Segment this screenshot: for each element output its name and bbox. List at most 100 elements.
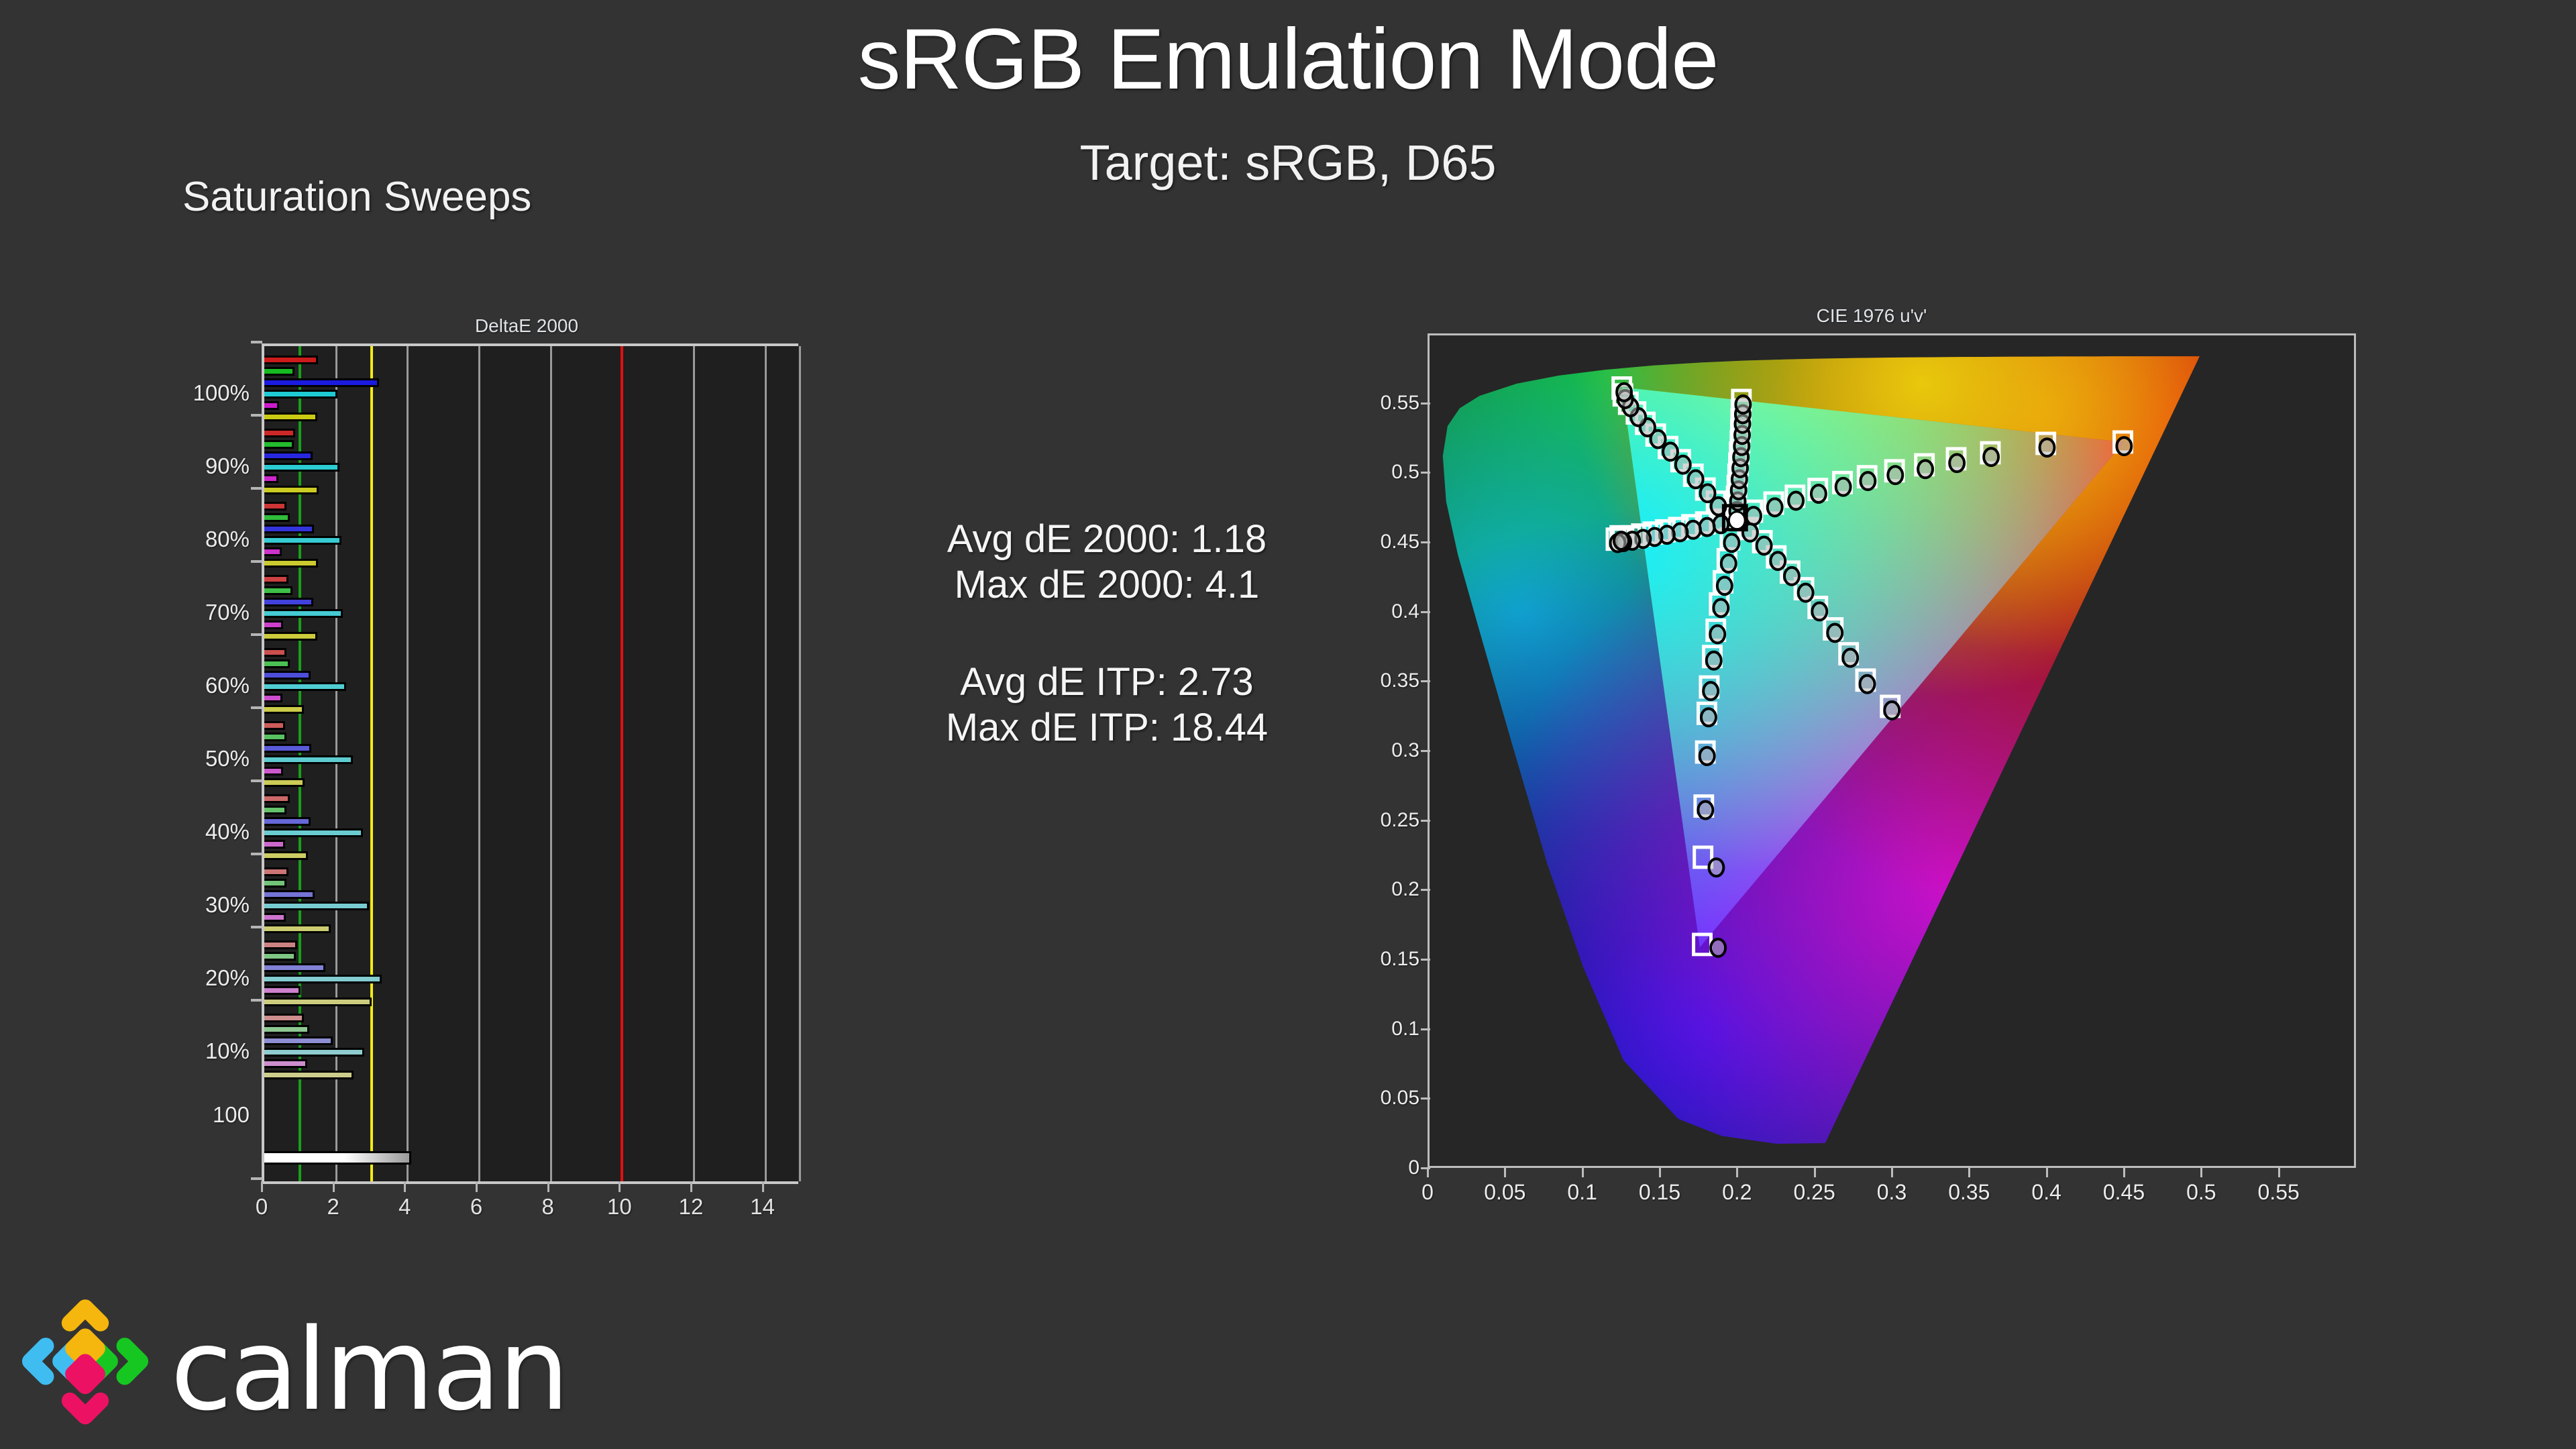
avg-de2000-stat: Avg dE 2000: 1.18 xyxy=(947,517,1267,561)
deltae-bar xyxy=(264,1071,354,1079)
deltae-plot-area xyxy=(262,343,801,1181)
deltae-bar xyxy=(264,378,379,387)
cie-chart-title: CIE 1976 u'v' xyxy=(1816,305,1927,326)
deltae-y-tick-label: 60% xyxy=(205,672,250,698)
cie-y-tick-label: 0.2 xyxy=(1391,878,1419,901)
cie-x-tick xyxy=(2277,1168,2280,1177)
deltae-bar xyxy=(264,598,314,606)
cie-measured-marker xyxy=(1662,441,1679,462)
cie-measured-marker xyxy=(1702,681,1720,702)
cie-measured-marker xyxy=(1709,624,1727,645)
cie-y-tick xyxy=(1421,1167,1430,1169)
cie-x-tick-label: 0 xyxy=(1421,1180,1434,1204)
cie-measured-marker xyxy=(1707,857,1725,878)
cie-x-tick xyxy=(1427,1168,1429,1177)
deltae-x-tick xyxy=(619,1181,621,1192)
deltae-bar xyxy=(264,794,290,803)
deltae-x-tick-label: 12 xyxy=(678,1194,704,1219)
deltae-bar xyxy=(264,575,289,584)
deltae-x-tick-label: 6 xyxy=(470,1194,483,1219)
deltae-y-tick-label: 80% xyxy=(205,526,250,551)
page-subtitle: Target: sRGB, D65 xyxy=(1079,135,1497,191)
cie-y-tick-label: 0.1 xyxy=(1391,1017,1419,1040)
deltae-x-tick xyxy=(261,1181,263,1192)
deltae-bar xyxy=(264,474,279,483)
cie-measured-marker xyxy=(1649,429,1667,449)
stats-spacer xyxy=(875,608,1338,659)
cie-whitepoint-measured xyxy=(1727,511,1746,531)
deltae-bar xyxy=(264,609,343,618)
deltae-bar xyxy=(264,902,369,910)
deltae-gridline xyxy=(478,346,480,1181)
deltae-threshold-line xyxy=(370,346,373,1181)
deltae-bar xyxy=(264,1059,307,1068)
cie-y-tick-label: 0.55 xyxy=(1380,391,1419,414)
deltae-bar xyxy=(264,851,309,860)
cie-chromaticity-chart: 0 0.05 0.1 0.15 0.2 0.25 0.3 0.35 0.4 0.45 0.5 0.55… xyxy=(1368,305,2375,1218)
deltae-y-tick-label: 20% xyxy=(205,965,250,990)
cie-y-tick xyxy=(1421,402,1430,405)
deltae-bar xyxy=(264,429,295,437)
cie-x-tick xyxy=(1581,1168,1584,1177)
cie-measured-marker xyxy=(1826,623,1844,643)
cie-x-tick-label: 0.35 xyxy=(1948,1180,1990,1204)
deltae-y-tick-label: 90% xyxy=(205,453,250,478)
deltae-y-tick xyxy=(251,341,262,343)
cie-y-tick-label: 0.35 xyxy=(1380,669,1419,692)
cie-measured-marker xyxy=(1674,454,1692,475)
deltae-bar xyxy=(264,721,285,730)
deltae-bar xyxy=(264,755,354,764)
cie-measured-marker xyxy=(1745,506,1762,527)
deltae-bar xyxy=(264,828,363,837)
deltae-bar xyxy=(264,963,325,972)
deltae-y-tick-label: 70% xyxy=(205,599,250,625)
deltae-x-axis xyxy=(262,1181,798,1184)
section-label: Saturation Sweeps xyxy=(182,174,532,220)
cie-measurement-markers xyxy=(1605,376,2133,958)
calman-logo: calman xyxy=(16,1295,660,1436)
cie-measured-marker xyxy=(1858,674,1876,694)
cie-x-tick-label: 0.45 xyxy=(2102,1180,2145,1204)
deltae-x-tick xyxy=(404,1181,407,1192)
deltae-y-tick xyxy=(251,853,262,855)
deltae-y-tick-label: 50% xyxy=(205,745,250,771)
cie-measured-marker xyxy=(1859,471,1877,492)
cie-y-tick-label: 0.05 xyxy=(1380,1087,1419,1110)
cie-diagram-svg xyxy=(1442,356,2200,1144)
deltae-bar xyxy=(264,440,294,449)
deltae-bar xyxy=(264,486,319,494)
cie-y-tick xyxy=(1421,472,1430,474)
cie-x-tick-label: 0.5 xyxy=(2186,1180,2216,1204)
deltae-bar xyxy=(264,502,287,511)
cie-target-marker xyxy=(1693,845,1714,869)
deltae-y-tick xyxy=(251,414,262,417)
deltae-y-tick-label: 100% xyxy=(193,380,250,405)
cie-measured-marker xyxy=(1612,531,1630,551)
cie-y-tick xyxy=(1421,541,1430,543)
cie-x-tick-label: 0.05 xyxy=(1484,1180,1526,1204)
cie-measured-marker xyxy=(1698,746,1716,766)
cie-measured-marker xyxy=(1734,394,1752,415)
deltae-bar xyxy=(264,913,286,922)
deltae-bar xyxy=(264,513,290,522)
cie-x-tick-label: 0.25 xyxy=(1793,1180,1835,1204)
cie-measured-marker xyxy=(1917,459,1935,480)
cie-measured-marker xyxy=(1841,647,1860,668)
deltae-bar xyxy=(264,682,346,691)
deltae-bar xyxy=(264,952,296,961)
deltae-bar xyxy=(264,867,289,876)
deltae-bar xyxy=(264,413,317,421)
cie-plot-area xyxy=(1428,333,2356,1168)
cie-measured-marker xyxy=(1709,937,1727,958)
cie-x-tick-label: 0.4 xyxy=(2031,1180,2061,1204)
cie-measured-marker xyxy=(1886,465,1904,486)
cie-measured-marker xyxy=(1715,576,1733,596)
cie-measured-marker xyxy=(1615,382,1633,402)
cie-x-tick xyxy=(2200,1168,2203,1177)
cie-measured-marker xyxy=(1809,484,1827,504)
cie-measured-marker xyxy=(1766,497,1784,518)
cie-measured-marker xyxy=(1699,707,1717,728)
cie-x-tick xyxy=(1891,1168,1893,1177)
deltae-x-tick-label: 0 xyxy=(255,1194,268,1219)
deltae-bar xyxy=(264,390,338,398)
